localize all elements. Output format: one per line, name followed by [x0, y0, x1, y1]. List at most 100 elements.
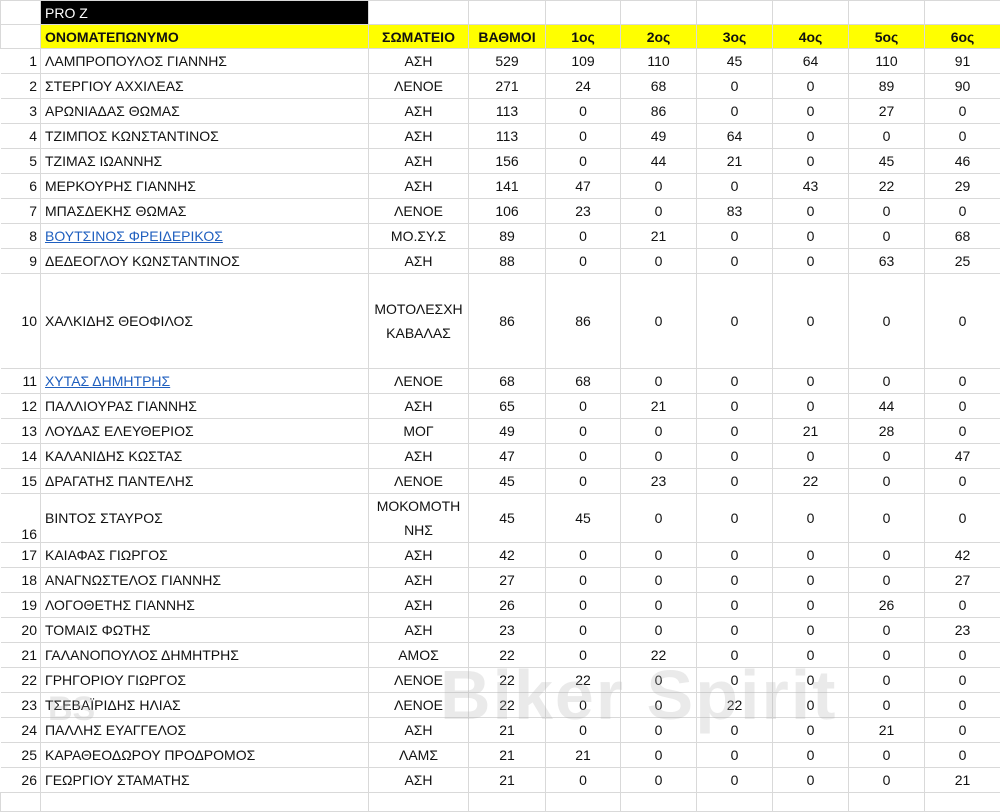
race-2-cell[interactable]: 49 — [621, 124, 697, 149]
points-cell[interactable]: 106 — [469, 199, 546, 224]
race-6-cell[interactable]: 47 — [925, 444, 1000, 469]
name-cell[interactable]: ΓΑΛΑΝΟΠΟΥΛΟΣ ΔΗΜΗΤΡΗΣ — [41, 643, 369, 668]
race-5-cell[interactable]: 110 — [849, 49, 925, 74]
race-5-cell[interactable]: 0 — [849, 199, 925, 224]
race-5-cell[interactable]: 0 — [849, 469, 925, 494]
race-1-cell[interactable]: 0 — [546, 394, 621, 419]
race-1-cell[interactable]: 0 — [546, 543, 621, 568]
cell[interactable] — [369, 793, 469, 812]
club-cell[interactable]: ΛΕΝΟΕ — [369, 469, 469, 494]
race-3-cell[interactable]: 0 — [697, 444, 773, 469]
race-6-cell[interactable]: 25 — [925, 249, 1000, 274]
points-cell[interactable]: 27 — [469, 568, 546, 593]
name-cell[interactable]: ΧΥΤΑΣ ΔΗΜΗΤΡΗΣ — [41, 369, 369, 394]
race-2-cell[interactable]: 21 — [621, 224, 697, 249]
header-club[interactable]: ΣΩΜΑΤΕΙΟ — [369, 25, 469, 49]
name-cell[interactable]: ΑΡΩΝΙΑΔΑΣ ΘΩΜΑΣ — [41, 99, 369, 124]
race-1-cell[interactable]: 0 — [546, 469, 621, 494]
club-cell[interactable]: ΑΣΗ — [369, 124, 469, 149]
race-2-cell[interactable]: 44 — [621, 149, 697, 174]
rider-link[interactable]: ΧΥΤΑΣ ΔΗΜΗΤΡΗΣ — [45, 373, 170, 389]
race-6-cell[interactable]: 90 — [925, 74, 1000, 99]
header-race-1[interactable]: 1ος — [546, 25, 621, 49]
race-6-cell[interactable]: 0 — [925, 469, 1000, 494]
cell[interactable] — [621, 1, 697, 25]
race-6-cell[interactable]: 29 — [925, 174, 1000, 199]
race-1-cell[interactable]: 21 — [546, 743, 621, 768]
race-3-cell[interactable]: 0 — [697, 469, 773, 494]
race-4-cell[interactable]: 0 — [773, 249, 849, 274]
race-3-cell[interactable]: 0 — [697, 224, 773, 249]
race-5-cell[interactable]: 0 — [849, 124, 925, 149]
points-cell[interactable]: 89 — [469, 224, 546, 249]
race-6-cell[interactable]: 46 — [925, 149, 1000, 174]
race-1-cell[interactable]: 0 — [546, 693, 621, 718]
race-5-cell[interactable]: 89 — [849, 74, 925, 99]
position-cell[interactable]: 13 — [1, 419, 41, 444]
race-1-cell[interactable]: 0 — [546, 768, 621, 793]
race-3-cell[interactable]: 0 — [697, 718, 773, 743]
club-cell[interactable]: ΛΕΝΟΕ — [369, 668, 469, 693]
race-1-cell[interactable]: 86 — [546, 274, 621, 369]
points-cell[interactable]: 47 — [469, 444, 546, 469]
points-cell[interactable]: 49 — [469, 419, 546, 444]
race-6-cell[interactable]: 68 — [925, 224, 1000, 249]
club-cell[interactable]: ΑΣΗ — [369, 593, 469, 618]
race-1-cell[interactable]: 0 — [546, 249, 621, 274]
race-3-cell[interactable]: 0 — [697, 668, 773, 693]
race-5-cell[interactable]: 0 — [849, 693, 925, 718]
race-2-cell[interactable]: 0 — [621, 419, 697, 444]
race-4-cell[interactable]: 0 — [773, 543, 849, 568]
race-4-cell[interactable]: 0 — [773, 149, 849, 174]
club-cell[interactable]: ΛΕΝΟΕ — [369, 693, 469, 718]
cell[interactable] — [773, 793, 849, 812]
race-2-cell[interactable]: 0 — [621, 668, 697, 693]
position-cell[interactable]: 18 — [1, 568, 41, 593]
header-name[interactable]: ΟΝΟΜΑΤΕΠΩΝΥΜΟ — [41, 25, 369, 49]
race-6-cell[interactable]: 0 — [925, 419, 1000, 444]
race-3-cell[interactable]: 64 — [697, 124, 773, 149]
race-4-cell[interactable]: 21 — [773, 419, 849, 444]
race-5-cell[interactable]: 0 — [849, 274, 925, 369]
cell[interactable] — [697, 1, 773, 25]
position-cell[interactable]: 2 — [1, 74, 41, 99]
race-2-cell[interactable]: 0 — [621, 543, 697, 568]
race-3-cell[interactable]: 21 — [697, 149, 773, 174]
race-1-cell[interactable]: 23 — [546, 199, 621, 224]
points-cell[interactable]: 26 — [469, 593, 546, 618]
race-4-cell[interactable]: 0 — [773, 643, 849, 668]
header-race-6[interactable]: 6ος — [925, 25, 1000, 49]
name-cell[interactable]: ΣΤΕΡΓΙΟΥ ΑΧΧΙΛΕΑΣ — [41, 74, 369, 99]
race-3-cell[interactable]: 0 — [697, 643, 773, 668]
race-4-cell[interactable]: 64 — [773, 49, 849, 74]
race-4-cell[interactable]: 0 — [773, 494, 849, 543]
points-cell[interactable]: 529 — [469, 49, 546, 74]
points-cell[interactable]: 21 — [469, 743, 546, 768]
cell[interactable] — [546, 793, 621, 812]
position-cell[interactable]: 15 — [1, 469, 41, 494]
race-4-cell[interactable]: 0 — [773, 74, 849, 99]
name-cell[interactable]: ΤΟΜΑΙΣ ΦΩΤΗΣ — [41, 618, 369, 643]
race-1-cell[interactable]: 0 — [546, 444, 621, 469]
position-cell[interactable]: 21 — [1, 643, 41, 668]
race-1-cell[interactable]: 47 — [546, 174, 621, 199]
cell[interactable] — [469, 793, 546, 812]
club-cell[interactable]: ΛΑΜΣ — [369, 743, 469, 768]
points-cell[interactable]: 86 — [469, 274, 546, 369]
race-6-cell[interactable]: 0 — [925, 274, 1000, 369]
points-cell[interactable]: 156 — [469, 149, 546, 174]
race-2-cell[interactable]: 0 — [621, 718, 697, 743]
race-4-cell[interactable]: 0 — [773, 199, 849, 224]
race-2-cell[interactable]: 0 — [621, 274, 697, 369]
header-race-5[interactable]: 5ος — [849, 25, 925, 49]
race-3-cell[interactable]: 0 — [697, 369, 773, 394]
cell[interactable] — [849, 1, 925, 25]
cell[interactable] — [773, 1, 849, 25]
sheet-title[interactable]: PRO Z — [41, 1, 369, 25]
rider-link[interactable]: ΒΟΥΤΣΙΝΟΣ ΦΡΕΙΔΕΡΙΚΟΣ — [45, 228, 223, 244]
race-6-cell[interactable]: 0 — [925, 124, 1000, 149]
race-3-cell[interactable]: 83 — [697, 199, 773, 224]
position-cell[interactable]: 3 — [1, 99, 41, 124]
position-cell[interactable]: 6 — [1, 174, 41, 199]
race-5-cell[interactable]: 28 — [849, 419, 925, 444]
